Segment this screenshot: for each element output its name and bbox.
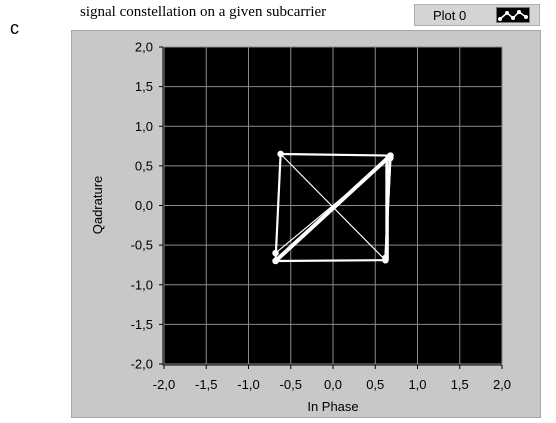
data-point (272, 249, 279, 257)
panel-label: c (10, 18, 19, 38)
y-tick-label: 2,0 (135, 40, 153, 55)
x-tick-label: 1,0 (408, 377, 426, 392)
y-tick-label: 0,0 (135, 198, 153, 213)
y-axis-label: Qadrature (90, 176, 105, 235)
data-point (387, 154, 394, 162)
y-tick-label: -2,0 (131, 357, 153, 372)
legend-series-label: Plot 0 (433, 8, 467, 23)
data-point (277, 150, 284, 158)
x-tick-labels: -2,0 -1,5 -1,0 -0,5 0,0 0,5 1,0 1,5 2,0 (153, 377, 511, 392)
x-axis-label: In Phase (307, 399, 358, 414)
x-tick-label: -1,0 (237, 377, 259, 392)
y-tick-label: -1,0 (131, 277, 153, 292)
grid-lines (163, 46, 503, 365)
trace-segment (274, 152, 282, 263)
y-tick-label: 1,5 (135, 79, 153, 94)
x-tick-label: -0,5 (280, 377, 302, 392)
y-tick-label: 1,0 (135, 119, 153, 134)
y-tick-label: 0,5 (135, 158, 153, 173)
x-tick-label: 0,5 (366, 377, 384, 392)
plot-line-icon (496, 7, 530, 23)
trace-segment (274, 259, 387, 263)
data-trace (272, 150, 394, 265)
y-tick-label: -1,5 (131, 317, 153, 332)
x-tick-label: -2,0 (153, 377, 175, 392)
x-tick-label: -1,5 (195, 377, 217, 392)
axes (159, 46, 503, 369)
x-tick-label: 0,0 (324, 377, 342, 392)
y-tick-label: -0,5 (131, 238, 153, 253)
data-point (382, 254, 389, 262)
chart-title: signal constellation on a given subcarri… (80, 4, 327, 20)
x-tick-label: 1,5 (451, 377, 469, 392)
x-tick-label: 2,0 (493, 377, 511, 392)
plot-legend[interactable]: Plot 0 (414, 4, 540, 26)
data-point (272, 257, 279, 265)
y-tick-labels: 2,0 1,5 1,0 0,5 0,0 -0,5 -1,0 -1,5 -2,0 (131, 40, 153, 372)
trace-segment (273, 153, 393, 263)
trace-segment (279, 152, 392, 157)
